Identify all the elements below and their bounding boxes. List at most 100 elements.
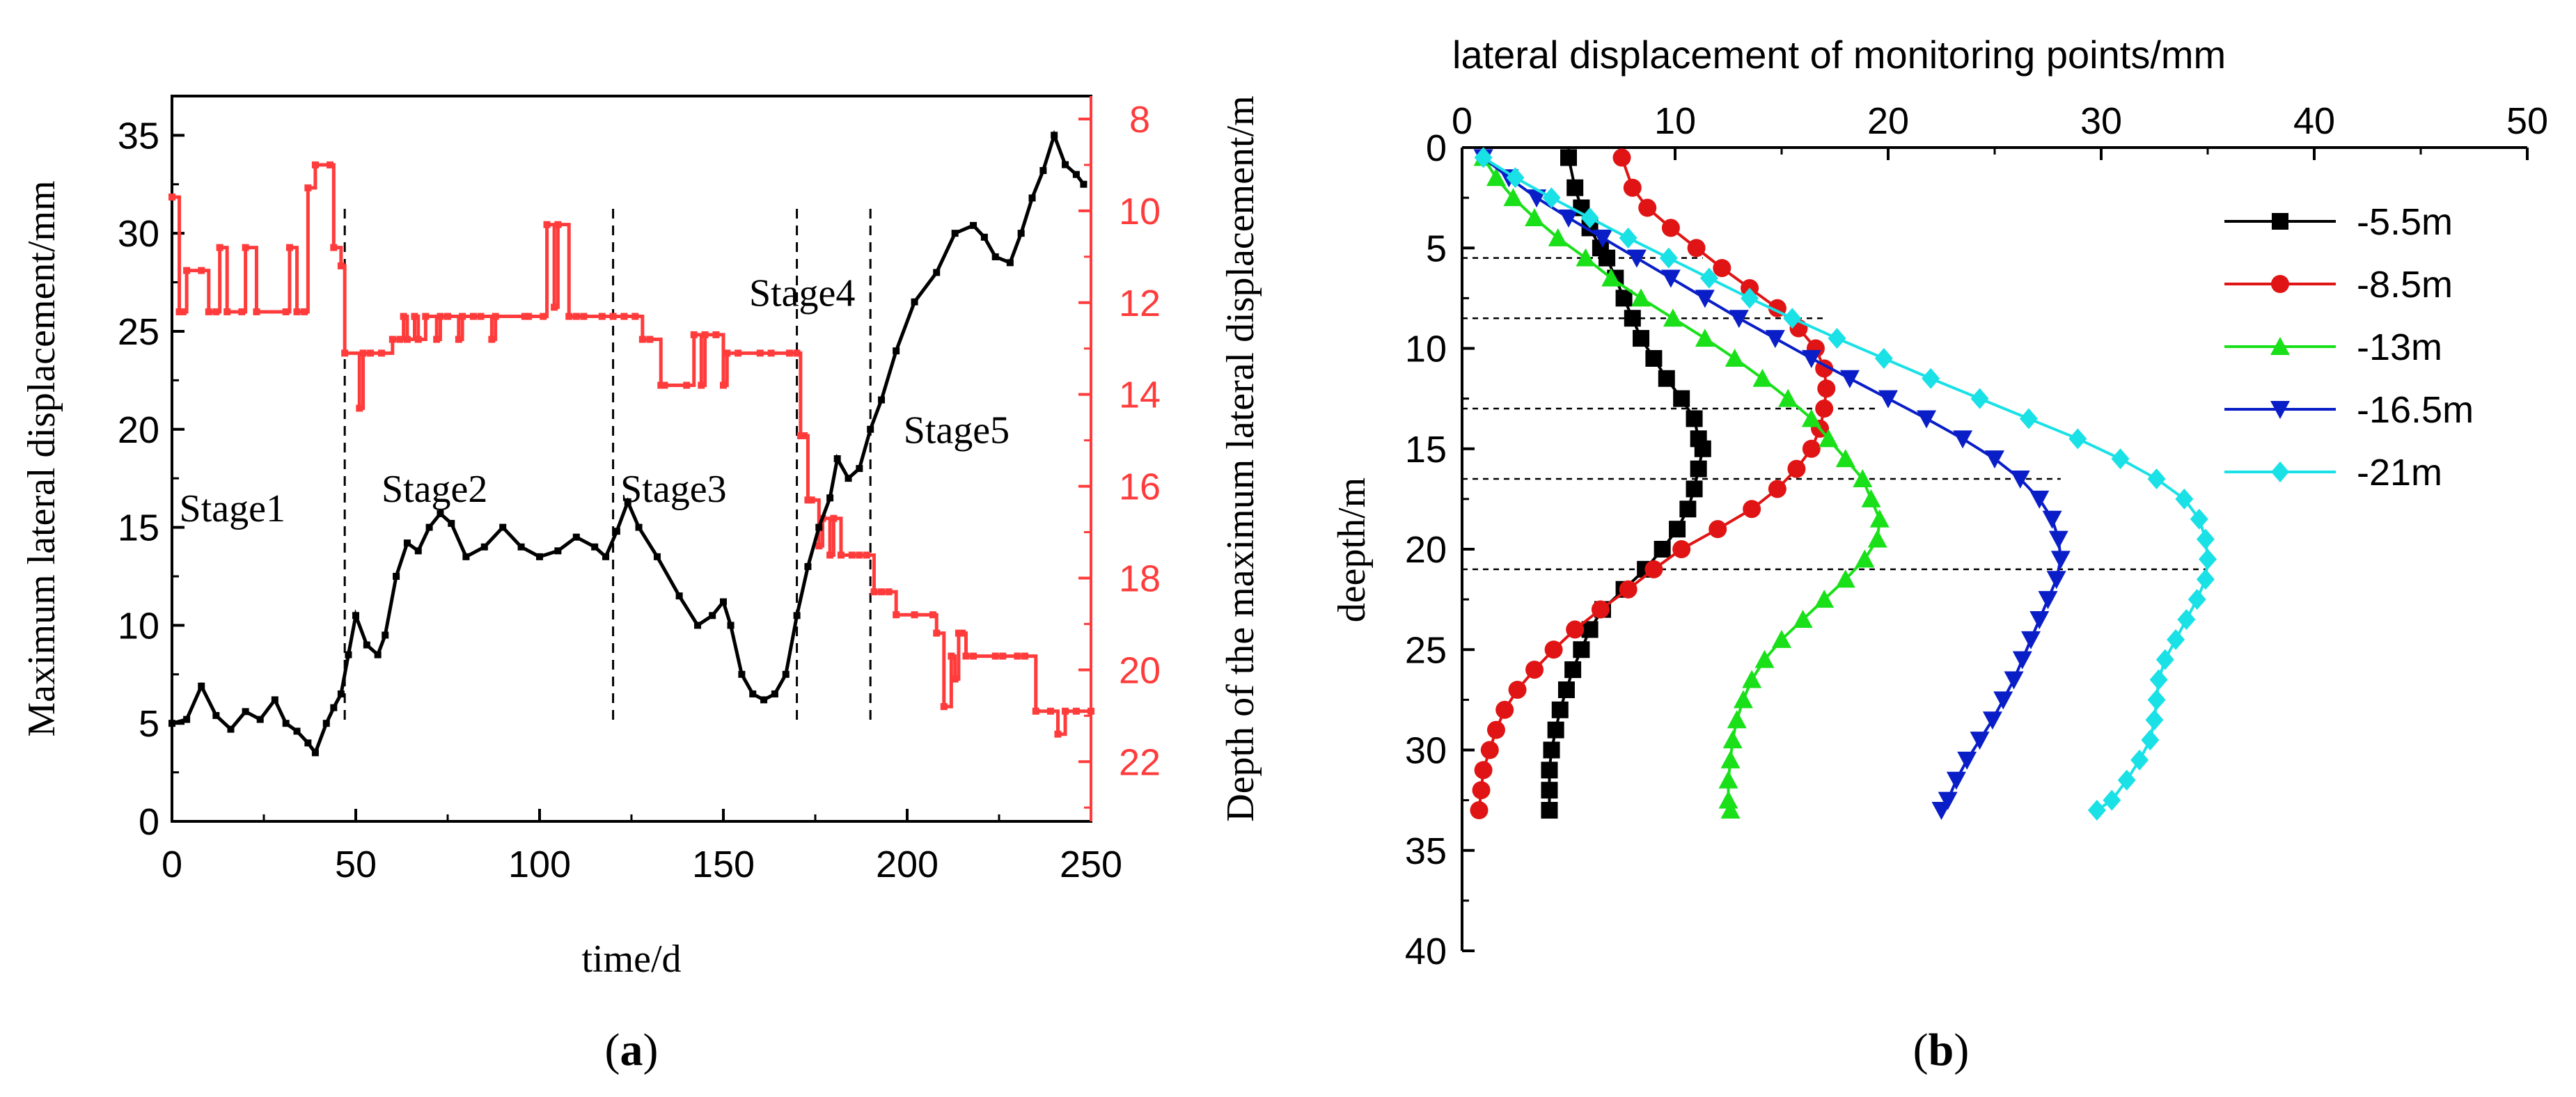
displacement-marker (738, 670, 746, 678)
displacement-marker (709, 612, 716, 619)
displacement-marker (1039, 167, 1047, 175)
x-tick-label: 10 (1654, 100, 1696, 142)
depth-marker (646, 336, 654, 343)
panel-a-x-axis: 0 50 100 150 200 250 (162, 809, 1122, 885)
series-marker (1566, 179, 1584, 196)
depth-marker (1062, 707, 1069, 715)
y2-tick-label: 14 (1119, 374, 1161, 416)
displacement-marker (826, 494, 834, 502)
series-marker (2117, 769, 2136, 791)
series-marker (1566, 620, 1585, 639)
depth-marker (216, 244, 223, 251)
displacement-marker (951, 230, 959, 237)
displacement-marker (168, 720, 175, 727)
series-line (1548, 157, 1704, 811)
depth-marker (488, 336, 496, 343)
y2-tick-label: 10 (1119, 191, 1161, 232)
displacement-marker (256, 716, 264, 723)
series-marker (1718, 770, 1738, 789)
depth-marker (540, 313, 547, 320)
displacement-marker (867, 425, 874, 433)
depth-marker (422, 313, 430, 320)
panel-a-stage-labels: Stage1 Stage2 Stage3 Stage4 Stage5 (180, 271, 1010, 530)
displacement-marker (815, 523, 823, 531)
depth-marker (551, 303, 558, 311)
displacement-marker (624, 498, 631, 505)
series-marker (1722, 730, 1743, 749)
depth-marker (712, 331, 720, 338)
panel-a-label-close: ) (643, 1025, 659, 1075)
displacement-marker (212, 711, 220, 719)
x-tick-label: 20 (1867, 100, 1909, 142)
displacement-marker (694, 622, 702, 629)
depth-marker (293, 308, 301, 315)
series-marker (1669, 521, 1686, 538)
depth-marker (377, 349, 385, 357)
depth-marker (756, 349, 764, 357)
series-marker (1733, 690, 1753, 709)
legend-label: -5.5m (2357, 201, 2453, 243)
series-marker (1686, 410, 1703, 427)
y2-tick-label: 12 (1119, 283, 1161, 324)
y-tick-label: 0 (139, 801, 159, 843)
series-marker (1931, 802, 1951, 821)
depth-marker (459, 313, 466, 320)
series-marker (1985, 450, 2004, 469)
panel-b-x-axis: 0 10 20 30 40 50 (1452, 100, 2548, 160)
panel-a-y2-axis: 8 10 12 14 16 18 20 22 (1078, 96, 1161, 821)
depth-marker (572, 313, 580, 320)
displacement-marker (1072, 171, 1080, 178)
depth-marker (701, 331, 709, 338)
depth-marker (179, 308, 187, 315)
depth-marker (970, 652, 977, 660)
y2-tick-label: 8 (1129, 99, 1150, 141)
series-marker (1729, 310, 1749, 329)
series-marker (2147, 468, 2166, 490)
panel-b-legend: -5.5m -8.5m -13m -16.5m -21m (2224, 201, 2474, 494)
series-marker (1778, 388, 1798, 407)
series-marker (1673, 390, 1690, 407)
displacement-marker (352, 612, 359, 619)
legend-marker (2270, 401, 2290, 419)
series-marker (1658, 370, 1675, 387)
depth-marker (367, 349, 375, 357)
displacement-marker (183, 716, 191, 723)
series-marker (2010, 471, 2030, 489)
series-marker (2087, 800, 2106, 821)
depth-marker (955, 629, 962, 637)
y-tick-label: 35 (118, 115, 159, 157)
displacement-marker (856, 465, 863, 473)
y-tick-label: 30 (1405, 730, 1447, 772)
displacement-marker (304, 739, 312, 747)
series-marker (1599, 249, 1616, 267)
series-2 (1470, 148, 1836, 820)
panel-b-series-group (1470, 147, 2217, 821)
series-marker (1474, 147, 1493, 168)
series-3 (1473, 148, 1890, 819)
series-marker (1541, 782, 1558, 799)
series-marker (1839, 370, 1860, 388)
depth-marker (359, 349, 367, 357)
series-marker (2038, 591, 2058, 610)
series-marker (1612, 148, 1631, 167)
series-marker (1699, 267, 1718, 289)
series-marker (2130, 749, 2149, 771)
series-marker (1741, 287, 1759, 309)
series-marker (1592, 229, 1612, 248)
displacement-marker (793, 612, 801, 619)
series-marker (1557, 681, 1575, 698)
series-marker (1815, 400, 1834, 418)
series-marker (2029, 490, 2050, 509)
series-marker (1631, 288, 1651, 307)
depth-marker (311, 161, 319, 168)
depth-marker (848, 551, 856, 559)
series-marker (1672, 540, 1691, 558)
depth-marker (793, 349, 801, 357)
depth-marker (554, 221, 562, 228)
series-marker (1472, 781, 1491, 800)
series-marker (1573, 641, 1590, 658)
series-marker (1541, 802, 1558, 819)
panel-b-reference-lines (1462, 257, 2208, 571)
displacement-marker (1062, 161, 1069, 168)
x-tick-label: 50 (2506, 100, 2548, 142)
